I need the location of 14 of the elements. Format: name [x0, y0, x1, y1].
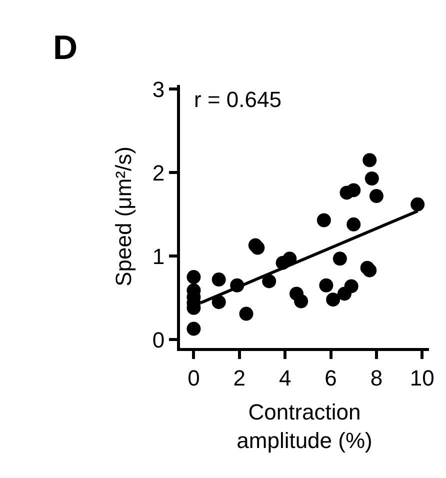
text: D — [53, 29, 78, 67]
y-axis-title: Speed (μm²/s) — [111, 146, 136, 286]
y-tick-label: 2 — [152, 160, 165, 186]
x-tick-label: 4 — [278, 365, 292, 390]
x-tick-label: 2 — [233, 365, 246, 390]
x-axis-title: Contraction amplitude (%) — [236, 399, 372, 453]
y-tick-label: 0 — [152, 327, 165, 352]
x-tick-label: 0 — [188, 365, 200, 390]
annotation: r = 0.645 — [194, 87, 282, 112]
x-tick-label: 6 — [324, 365, 337, 390]
x-tick-label: 10 — [410, 365, 434, 390]
y-tick-label: 1 — [152, 244, 165, 269]
x-tick-label: 8 — [370, 365, 383, 390]
y-tick-label: 3 — [152, 76, 165, 102]
